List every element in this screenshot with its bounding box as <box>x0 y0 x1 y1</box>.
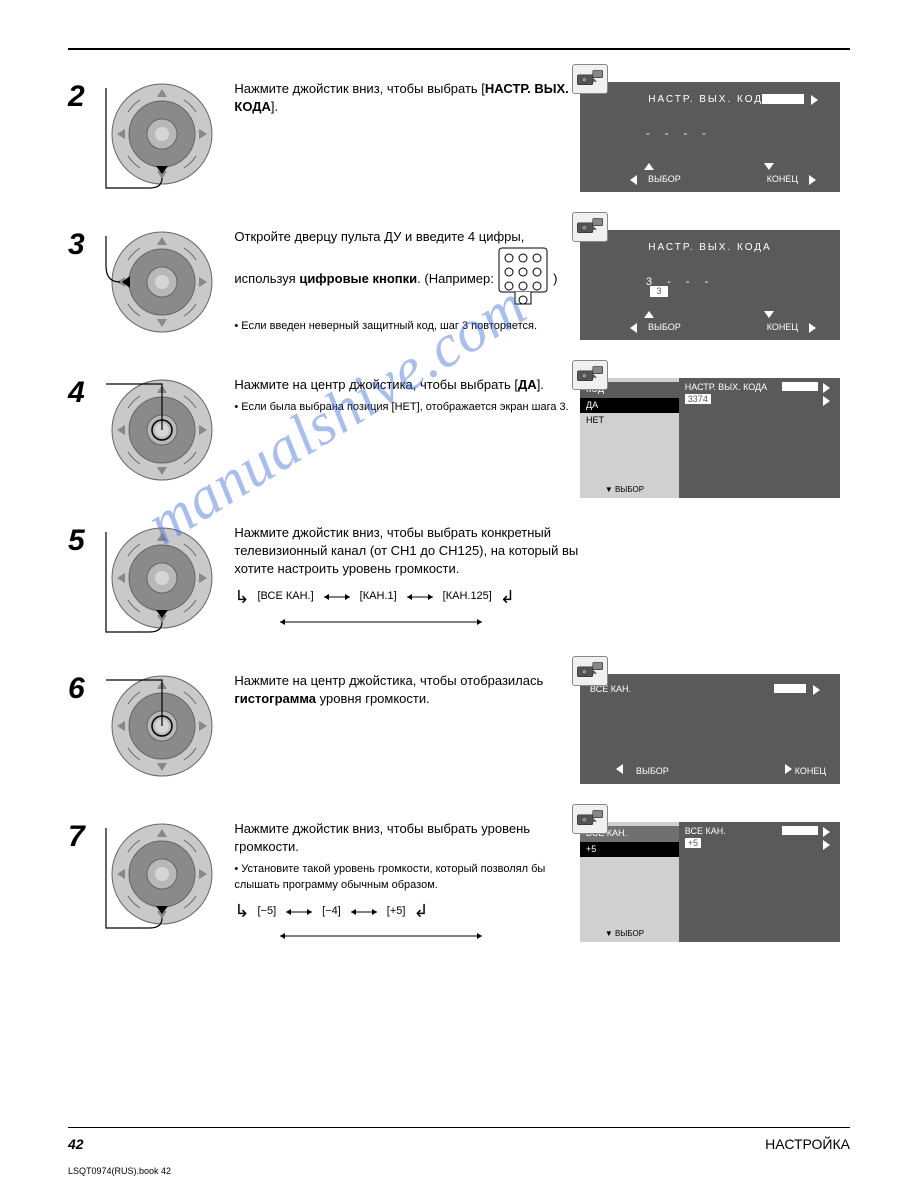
joystick-dial <box>102 814 222 937</box>
camera-icon <box>572 656 608 686</box>
joystick-dial <box>102 370 222 493</box>
joystick-dial <box>102 666 222 789</box>
doc-id: LSQT0974(RUS).book 42 <box>68 1166 171 1176</box>
camera-icon <box>572 360 608 390</box>
screen: НАСТР. ВЫХ. КОДА 3 - - -3 ВЫБОР КОНЕЦ <box>580 230 840 340</box>
footer: 42 НАСТРОЙКА <box>68 1127 850 1152</box>
footer-section: НАСТРОЙКА <box>765 1136 850 1152</box>
screen: ВСЕ КАН.+5 ▼ ВЫБОР● УСТАН.▶ КОНЕЦ ВСЕ КА… <box>580 822 840 942</box>
camera-icon <box>572 804 608 834</box>
camera-icon <box>572 212 608 242</box>
joystick-dial <box>102 518 222 641</box>
screen: КОДДАНЕТ ▼ ВЫБОР● УСТАН.▶ КОНЕЦ НАСТР. В… <box>580 378 840 498</box>
step-4: 4 Нажмите на центр джойстика, чтобы выбр… <box>68 370 850 500</box>
step-3: 3 Откройте дверцу пульта ДУ и введите 4 … <box>68 222 850 352</box>
header-rule <box>68 48 850 50</box>
screen: НАСТР. ВЫХ. КОДА - - - - ВЫБОР КОНЕЦ <box>580 82 840 192</box>
step-text: Нажмите джойстик вниз, чтобы выбрать [НА… <box>234 74 580 116</box>
joystick-dial <box>102 74 222 197</box>
step-7: 7 Нажмите джойстик вниз, чтобы выбрать у… <box>68 814 850 944</box>
page: 2 Нажмите джойстик вниз, чтобы выбрать [… <box>0 0 918 1002</box>
toggle-sequence: ↳[ВСЕ КАН.][КАН.1][КАН.125]↲ <box>234 585 580 610</box>
step-text: Нажмите на центр джойстика, чтобы отобра… <box>234 666 580 708</box>
step-number: 6 <box>68 666 102 706</box>
step-text: Нажмите джойстик вниз, чтобы выбрать уро… <box>234 814 580 942</box>
page-number: 42 <box>68 1136 84 1152</box>
joystick-dial <box>102 222 222 345</box>
step-6: 6 Нажмите на центр джойстика, чтобы отоб… <box>68 666 850 796</box>
step-text: Нажмите джойстик вниз, чтобы выбрать кон… <box>234 518 580 628</box>
step-number: 5 <box>68 518 102 558</box>
step-number: 3 <box>68 222 102 262</box>
step-number: 2 <box>68 74 102 114</box>
toggle-sequence: ↳[−5][−4][+5]↲ <box>234 899 580 924</box>
screen: ВСЕ КАН. ВЫБОР КОНЕЦ <box>580 674 840 784</box>
step-2: 2 Нажмите джойстик вниз, чтобы выбрать [… <box>68 74 850 204</box>
step-number: 7 <box>68 814 102 854</box>
step-text: Откройте дверцу пульта ДУ и введите 4 ци… <box>234 222 580 335</box>
step-text: Нажмите на центр джойстика, чтобы выбрат… <box>234 370 580 416</box>
keypad-icon <box>497 246 549 313</box>
camera-icon <box>572 64 608 94</box>
step-number: 4 <box>68 370 102 410</box>
step-5: 5 Нажмите джойстик вниз, чтобы выбрать к… <box>68 518 850 648</box>
